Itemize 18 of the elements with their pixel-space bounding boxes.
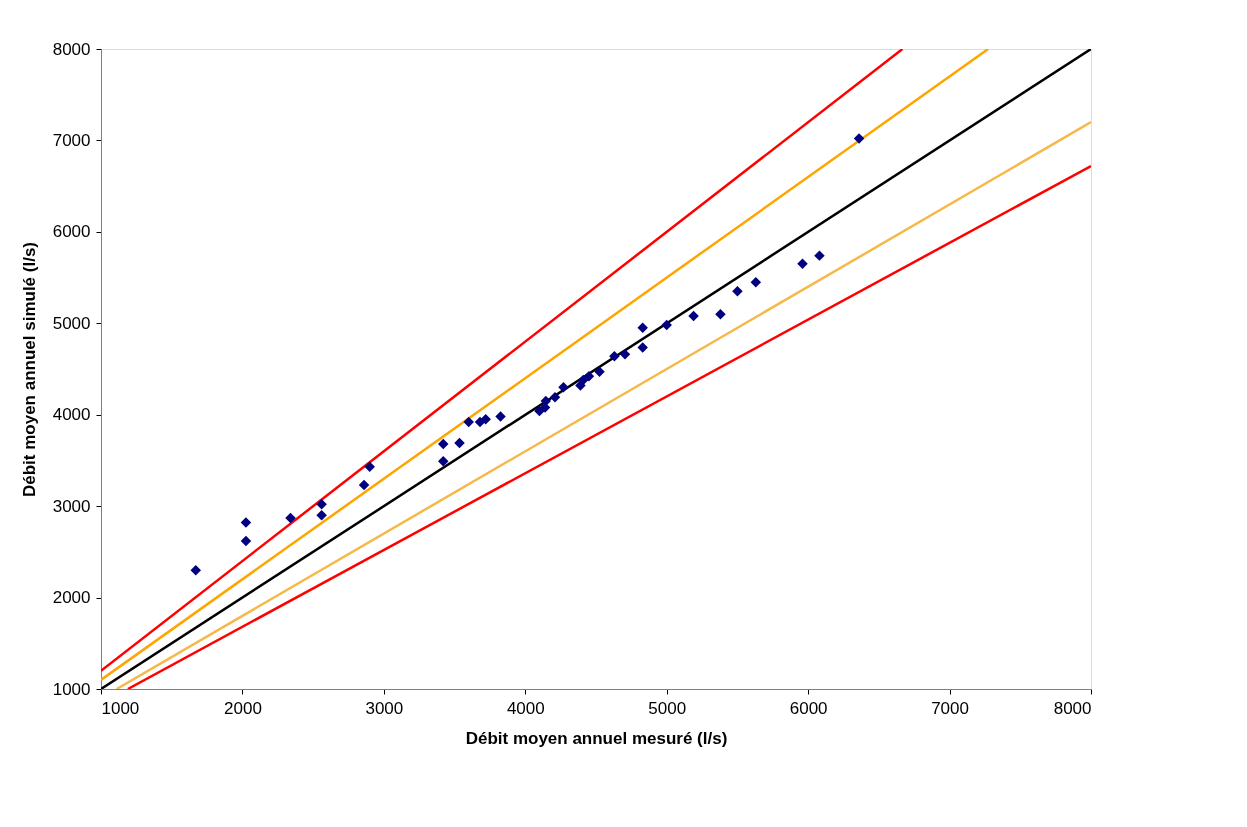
x-tick-label: 1000	[101, 698, 140, 718]
y-tick-label: 8000	[52, 39, 91, 59]
y-tick-label: 6000	[52, 222, 91, 242]
y-tick-label: 5000	[52, 313, 91, 333]
x-tick-label: 5000	[648, 698, 687, 718]
x-tick-label: 8000	[1053, 698, 1092, 718]
x-tick-label: 2000	[224, 698, 262, 718]
y-tick-label: 3000	[52, 496, 91, 516]
y-tick-label: 7000	[52, 130, 91, 150]
x-tick-label: 4000	[506, 698, 545, 718]
x-tick-label: 3000	[365, 698, 404, 718]
x-axis-title: Débit moyen annuel mesuré (l/s)	[465, 728, 728, 748]
x-tick-label: 7000	[931, 698, 969, 718]
x-tick-label: 6000	[789, 698, 828, 718]
y-axis-title: Débit moyen annuel simulé (l/s)	[19, 241, 39, 498]
y-tick-label: 2000	[52, 588, 91, 608]
y-tick-label: 4000	[52, 405, 91, 425]
y-tick-label: 1000	[52, 679, 91, 699]
